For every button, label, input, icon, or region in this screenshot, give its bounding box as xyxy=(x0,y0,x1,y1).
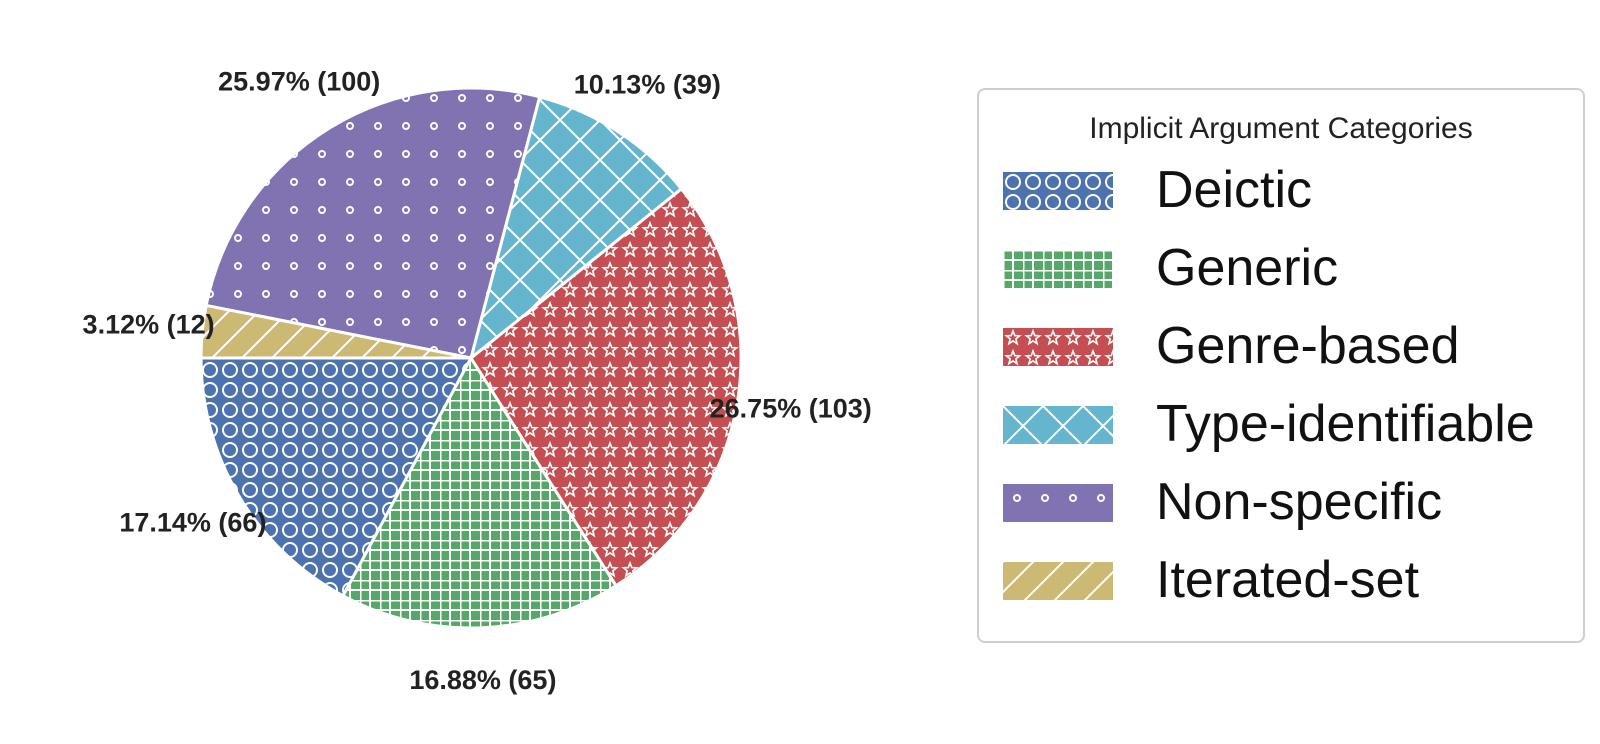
pie-chart: 17.14% (66) 16.88% (65) 26.75% (103) 10.13%… xyxy=(83,66,872,695)
legend-title: Implicit Argument Categories xyxy=(1089,112,1473,145)
legend-label: Generic xyxy=(1156,239,1339,297)
slice-label-type-identifiable: 10.13% (39) xyxy=(574,69,721,99)
legend-item-non-specific: Non-specific xyxy=(1003,473,1573,531)
slice-label-non-specific: 25.97% (100) xyxy=(218,66,380,96)
pie-slices xyxy=(199,86,743,630)
slice-labels: 17.14% (66) 16.88% (65) 26.75% (103) 10.13%… xyxy=(83,66,872,695)
legend-item-deictic: Deictic xyxy=(1003,161,1573,219)
legend-swatch-type-identifiable xyxy=(1003,406,1113,444)
legend-swatch-iterated-set xyxy=(1003,562,1113,600)
legend-label: Non-specific xyxy=(1156,473,1443,531)
legend-label: Deictic xyxy=(1156,161,1313,219)
legend: Implicit Argument Categories Deictic Gene… xyxy=(977,88,1585,643)
slice-label-deictic: 17.14% (66) xyxy=(119,507,266,537)
legend-swatch-genre-based xyxy=(1003,328,1113,366)
pie-slice-genre-based xyxy=(469,186,743,588)
pie-slice-non-specific xyxy=(204,86,542,360)
pie-slice-deictic xyxy=(199,356,474,598)
slice-label-iterated-set: 3.12% (12) xyxy=(83,309,215,339)
legend-item-type-identifiable: Type-identifiable xyxy=(1003,395,1573,453)
pie-slice-iterated-set xyxy=(199,303,472,360)
legend-label: Iterated-set xyxy=(1156,551,1420,609)
slice-label-genre-based: 26.75% (103) xyxy=(710,394,872,424)
legend-swatch-non-specific xyxy=(1003,484,1113,522)
legend-item-generic: Generic xyxy=(1003,239,1573,297)
legend-label: Type-identifiable xyxy=(1156,395,1535,453)
legend-label: Genre-based xyxy=(1156,317,1460,375)
legend-item-genre-based: Genre-based xyxy=(1003,317,1573,375)
pie-slice-generic xyxy=(341,355,619,630)
legend-swatch-generic xyxy=(1003,250,1113,288)
slice-label-generic: 16.88% (65) xyxy=(409,665,556,695)
legend-swatch-deictic xyxy=(1003,172,1113,210)
legend-item-iterated-set: Iterated-set xyxy=(1003,551,1573,609)
